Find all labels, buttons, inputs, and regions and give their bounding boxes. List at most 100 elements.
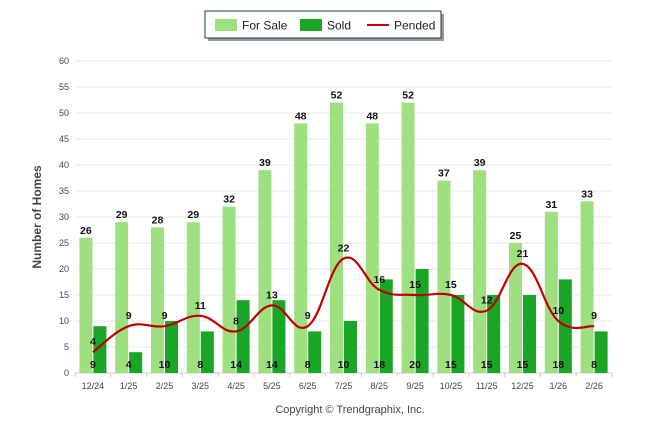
for-sale-bar <box>401 102 415 373</box>
y-tick-label: 35 <box>59 186 69 196</box>
for-sale-value-label: 39 <box>474 157 486 169</box>
copyright-caption: Copyright © Trendgraphix, Inc. <box>275 404 424 416</box>
sold-bar <box>451 295 465 373</box>
sold-bar <box>308 331 322 373</box>
for-sale-bar <box>473 170 487 373</box>
for-sale-value-label: 32 <box>223 194 235 206</box>
legend-label: For Sale <box>242 19 288 33</box>
sold-value-label: 4 <box>126 359 132 371</box>
sold-value-label: 15 <box>445 359 457 371</box>
for-sale-bar <box>151 227 164 373</box>
pended-line <box>92 256 595 354</box>
for-sale-value-label: 25 <box>510 230 522 242</box>
sold-bar <box>272 300 286 373</box>
x-tick-label: 4/25 <box>227 381 245 391</box>
y-tick-label: 0 <box>64 368 69 378</box>
for-sale-value-label: 48 <box>366 110 378 122</box>
pended-value-label: 13 <box>266 289 278 301</box>
x-tick-label: 12/24 <box>82 381 105 391</box>
for-sale-value-label: 52 <box>402 90 414 102</box>
sold-bar <box>523 295 536 373</box>
sold-bar <box>594 331 608 373</box>
y-tick-label: 50 <box>59 108 69 118</box>
sold-bar <box>487 295 501 373</box>
pended-value-label: 22 <box>338 243 350 255</box>
x-tick-label: 12/25 <box>511 381 534 391</box>
legend-box <box>204 10 442 39</box>
x-tick-label: 6/25 <box>299 381 317 391</box>
sold-bar <box>200 331 214 373</box>
sold-bar <box>165 321 178 373</box>
for-sale-bar <box>258 170 272 373</box>
for-sale-value-label: 39 <box>259 157 271 169</box>
for-sale-value-label: 28 <box>152 214 164 226</box>
for-sale-bar <box>294 123 308 374</box>
x-tick-label: 3/25 <box>192 381 210 391</box>
pended-value-label: 15 <box>445 279 457 291</box>
sold-value-label: 18 <box>373 359 385 371</box>
x-tick-label: 9/25 <box>406 381 424 391</box>
for-sale-value-label: 29 <box>116 209 128 221</box>
sold-value-label: 8 <box>197 359 203 371</box>
pended-value-label: 9 <box>591 310 597 322</box>
x-tick-label: 8/25 <box>371 381 389 391</box>
x-tick-label: 2/25 <box>156 381 174 391</box>
sold-value-label: 9 <box>90 359 96 371</box>
data-labels: 2692942810298321439144885210481852203715… <box>80 90 597 371</box>
for-sale-value-label: 33 <box>581 188 593 200</box>
for-sale-bar <box>222 206 236 373</box>
for-sale-bar <box>437 180 451 373</box>
pended-value-label: 9 <box>126 310 132 322</box>
x-axis-ticks: 12/24 1/25 2/25 3/25 4/25 5/25 6/25 7/25 8/25 9/2… <box>74 373 613 391</box>
legend-label: Pended <box>394 19 435 33</box>
legend-swatch <box>300 19 322 31</box>
for-sale-value-label: 29 <box>187 209 199 221</box>
for-sale-bar <box>79 237 93 373</box>
y-tick-label: 30 <box>59 212 69 222</box>
x-tick-label: 1/26 <box>550 381 568 391</box>
sold-value-label: 18 <box>552 359 564 371</box>
for-sale-bar <box>186 222 200 373</box>
y-tick-label: 55 <box>59 82 69 92</box>
x-tick-label: 2/26 <box>585 381 603 391</box>
x-tick-label: 11/25 <box>476 381 498 391</box>
sold-value-label: 14 <box>266 359 278 371</box>
sold-bar <box>344 321 357 373</box>
x-tick-label: 7/25 <box>335 381 353 391</box>
y-axis-title: Number of Homes <box>30 165 44 269</box>
for-sale-value-label: 37 <box>438 168 450 180</box>
for-sale-bar <box>115 222 129 373</box>
legend: For Sale Sold Pended <box>204 10 444 41</box>
pended-value-label: 11 <box>195 300 206 312</box>
sold-value-label: 10 <box>338 359 350 371</box>
sold-bar <box>93 326 107 373</box>
y-tick-label: 20 <box>59 264 69 274</box>
y-axis-ticks: 0 5 10 15 20 25 30 35 40 45 50 55 60 <box>59 56 69 378</box>
grid-lines <box>75 60 612 374</box>
sold-value-label: 15 <box>481 359 493 371</box>
pended-value-label: 16 <box>373 274 385 286</box>
x-tick-label: 1/25 <box>120 381 138 391</box>
for-sale-bar <box>330 102 343 373</box>
pended-value-label: 10 <box>552 305 564 317</box>
sold-value-label: 8 <box>591 359 597 371</box>
pended-series-line <box>92 256 595 354</box>
pended-value-label: 4 <box>90 336 96 348</box>
y-tick-label: 40 <box>59 160 69 170</box>
for-sale-value-label: 26 <box>80 225 92 237</box>
sold-bar <box>129 352 143 373</box>
for-sale-bar <box>544 211 558 373</box>
sold-bar <box>236 300 250 373</box>
for-sale-bar <box>365 123 379 374</box>
for-sale-bar <box>509 243 522 373</box>
sold-value-label: 15 <box>517 359 529 371</box>
pended-value-label: 21 <box>517 248 529 260</box>
y-tick-label: 45 <box>59 134 69 144</box>
sold-value-label: 8 <box>305 359 311 371</box>
for-sale-value-label: 52 <box>331 90 343 102</box>
y-tick-label: 15 <box>59 290 69 300</box>
for-sale-value-label: 31 <box>545 199 557 211</box>
legend-label: Sold <box>327 19 351 33</box>
pended-value-label: 8 <box>233 315 239 327</box>
